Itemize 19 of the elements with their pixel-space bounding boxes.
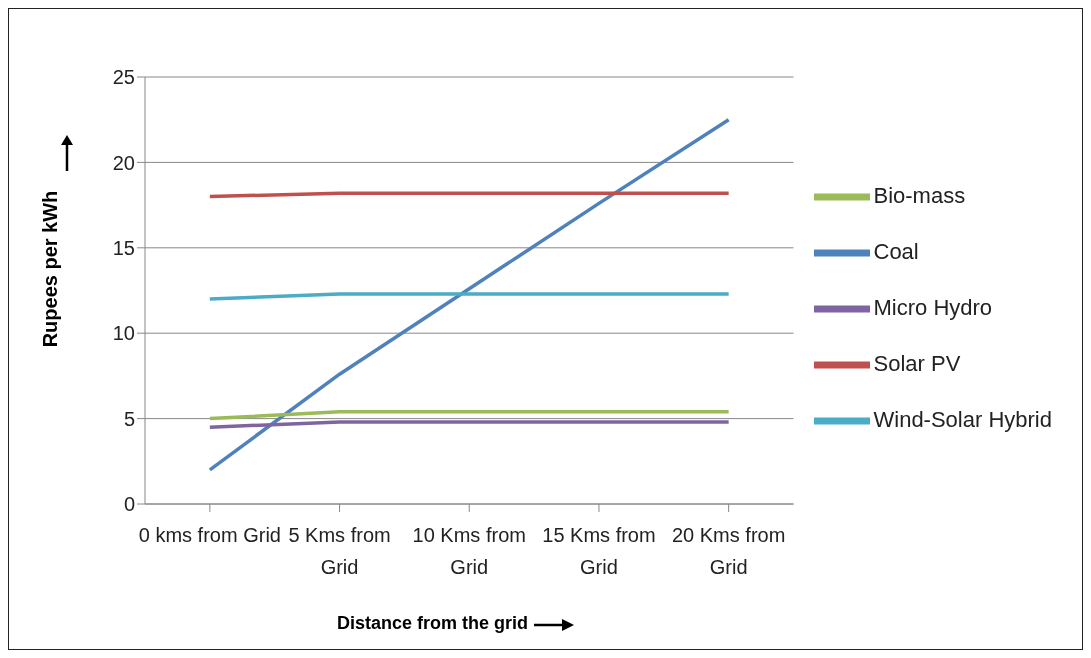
y-tick-label: 0 bbox=[123, 493, 135, 516]
x-tick-label: 0 kms from Grid bbox=[138, 524, 281, 547]
legend-label: Solar PV bbox=[873, 350, 961, 376]
y-axis-title: Rupees per kWh bbox=[39, 189, 62, 350]
y-tick-label: 5 bbox=[123, 407, 135, 430]
x-axis-title: Distance from the grid bbox=[336, 613, 529, 634]
x-tick-label: 10 Kms from Grid bbox=[412, 524, 526, 579]
y-tick-label: 25 bbox=[112, 66, 135, 89]
x-tick-label: 5 Kms from Grid bbox=[288, 524, 391, 579]
x-tick-label: 20 Kms from Grid bbox=[671, 524, 786, 579]
legend-label: Coal bbox=[873, 238, 919, 264]
legend-label: Wind-Solar Hybrid bbox=[873, 406, 1052, 432]
y-tick-label: 15 bbox=[112, 236, 135, 259]
y-tick-label: 20 bbox=[112, 151, 135, 174]
x-tick-label: 15 Kms from Grid bbox=[542, 524, 656, 579]
line-series bbox=[208, 117, 731, 472]
legend-label: Micro Hydro bbox=[873, 294, 993, 320]
legend-label: Bio-mass bbox=[873, 182, 966, 208]
y-tick-label: 10 bbox=[112, 322, 135, 345]
